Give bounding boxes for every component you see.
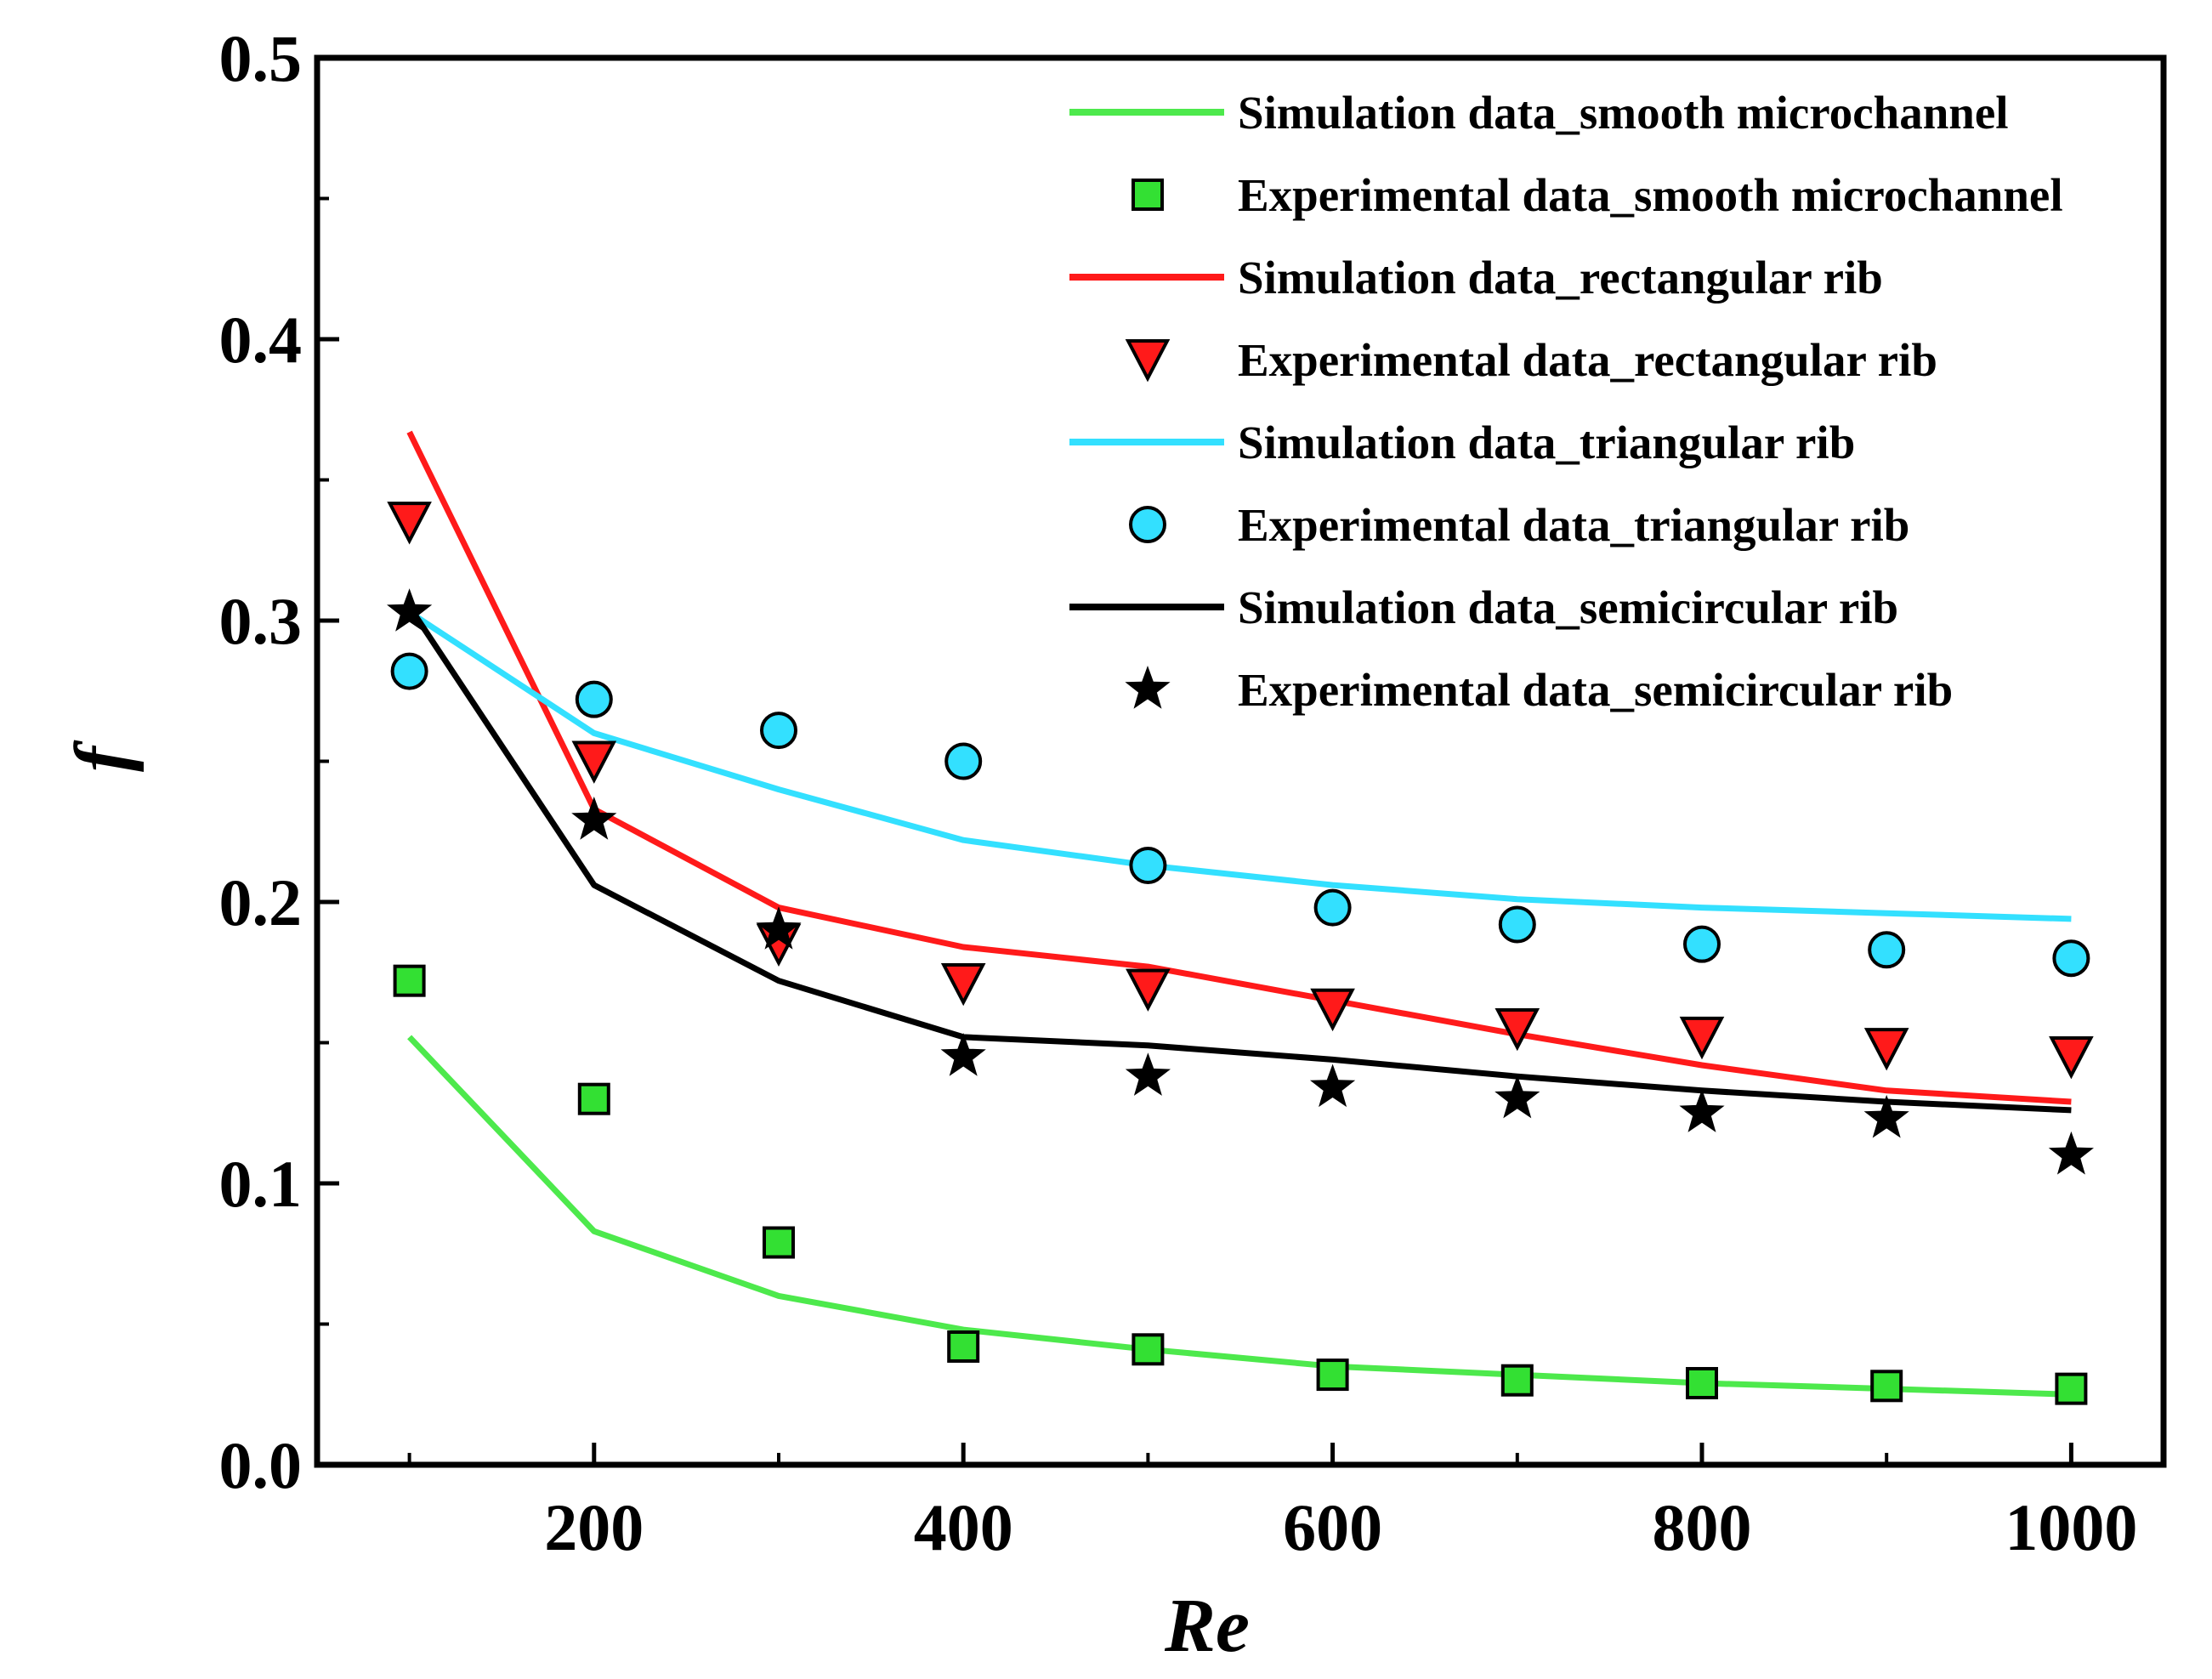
- data-point: [1125, 1052, 1171, 1096]
- data-point: [1132, 1333, 1165, 1366]
- legend-marker-swatch: [1129, 506, 1166, 543]
- axis-layer: 200 400 600 800 1000 0.0 0.1 0.2 0.3 0.4 0.5: [219, 21, 2138, 1564]
- data-point: [577, 1082, 610, 1115]
- series-line: [407, 1035, 2072, 1398]
- x-tick-label: 400: [914, 1490, 1013, 1564]
- data-point: [940, 1033, 986, 1076]
- legend-entry-label: Experimental data_smooth microchannel: [1238, 169, 2063, 221]
- data-point: [1683, 925, 1721, 963]
- data-point: [1316, 1359, 1349, 1392]
- data-point: [1868, 931, 1906, 969]
- data-point: [1498, 905, 1536, 944]
- x-axis-title: Re: [1164, 1584, 1250, 1668]
- series-line: [407, 610, 2072, 922]
- x-tick-label: 600: [1283, 1490, 1382, 1564]
- data-point: [944, 742, 983, 780]
- data-point: [1870, 1370, 1903, 1403]
- data-point: [940, 962, 986, 1007]
- data-point: [760, 712, 797, 750]
- y-axis-title: f: [60, 740, 145, 772]
- data-point: [1863, 1028, 1909, 1071]
- data-point: [1686, 1367, 1718, 1400]
- data-point: [1500, 1364, 1534, 1397]
- data-point: [390, 652, 428, 690]
- y-tick-label: 0.4: [219, 303, 303, 377]
- y-tick-label: 0.2: [219, 865, 303, 939]
- data-point: [387, 588, 433, 632]
- legend-entry-label: Simulation data_semicircular rib: [1238, 581, 1898, 633]
- data-point: [2055, 1372, 2088, 1405]
- x-tick-label: 200: [544, 1490, 644, 1564]
- data-point: [1863, 1094, 1909, 1138]
- x-tick-label: 800: [1653, 1490, 1752, 1564]
- data-point: [571, 740, 617, 784]
- legend-marker-swatch: [1125, 339, 1171, 383]
- data-point: [393, 964, 426, 997]
- legend-entry-label: Simulation data_triangular rib: [1238, 417, 1855, 468]
- legend-marker-swatch: [1132, 179, 1164, 211]
- legend-entry-label: Experimental data_semicircular rib: [1238, 664, 1953, 716]
- legend-entry-label: Simulation data_rectangular rib: [1238, 252, 1883, 303]
- data-point: [756, 906, 802, 950]
- data-point: [763, 1226, 795, 1259]
- data-point: [571, 797, 617, 840]
- y-tick-label: 0.1: [219, 1147, 303, 1221]
- data-point: [387, 502, 432, 545]
- data-point: [2052, 939, 2090, 978]
- y-tick-label: 0.0: [219, 1428, 303, 1502]
- y-tick-label: 0.5: [219, 21, 303, 95]
- legend-entry-label: Experimental data_triangular rib: [1238, 499, 1909, 551]
- data-point: [1310, 988, 1355, 1032]
- series-line: [406, 430, 2072, 1105]
- data-point: [2048, 1131, 2094, 1175]
- data-point: [1495, 1075, 1540, 1119]
- data-point: [1313, 888, 1352, 927]
- data-point: [1129, 846, 1167, 884]
- data-point: [1126, 968, 1171, 1012]
- data-point: [575, 680, 613, 718]
- data-point: [1495, 1007, 1540, 1052]
- data-point: [947, 1330, 980, 1363]
- legend-entry-label: Simulation data_smooth microchannel: [1238, 87, 2009, 139]
- data-point: [1310, 1064, 1356, 1108]
- y-tick-label: 0.3: [219, 584, 303, 658]
- legend-marker-swatch: [1125, 666, 1171, 709]
- series-layer: [387, 430, 2094, 1405]
- x-tick-label: 1000: [2005, 1490, 2137, 1564]
- legend: Simulation data_smooth microchannel Exper…: [1069, 87, 2063, 716]
- series-line: [406, 604, 2072, 1114]
- data-point: [1679, 1089, 1725, 1132]
- data-point: [1679, 1016, 1725, 1060]
- legend-entry-label: Experimental data_rectangular rib: [1238, 334, 1937, 386]
- data-point: [2049, 1036, 2094, 1080]
